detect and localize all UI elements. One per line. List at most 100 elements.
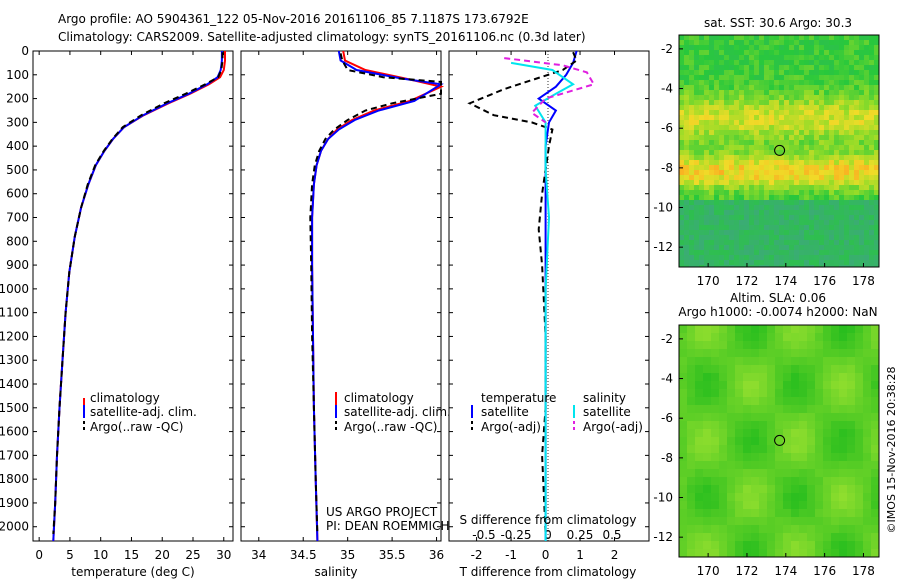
map-cell (714, 75, 719, 80)
map-cell (844, 235, 849, 240)
map-cell (759, 250, 764, 255)
map-cell (814, 170, 819, 175)
map-cell (854, 185, 859, 190)
map-cell (807, 381, 815, 389)
map-cell (754, 245, 759, 250)
map-cell (734, 135, 739, 140)
map-cell (704, 220, 709, 225)
map-cell (709, 250, 714, 255)
map-cell (829, 55, 834, 60)
map-cell (864, 235, 869, 240)
map-cell (783, 413, 791, 421)
map-cell (719, 461, 727, 469)
map-cell (814, 135, 819, 140)
map-cell (869, 175, 874, 180)
map-cell (769, 170, 774, 175)
map-cell (729, 245, 734, 250)
map-cell (679, 130, 684, 135)
map-cell (744, 165, 749, 170)
map-cell (869, 50, 874, 55)
map-cell (751, 549, 759, 557)
map-cell (679, 389, 687, 397)
map-cell (714, 240, 719, 245)
map-cell (774, 75, 779, 80)
map-cell (729, 70, 734, 75)
map-cell (694, 65, 699, 70)
map-cell (743, 533, 751, 541)
map-cell (749, 215, 754, 220)
map-cell (749, 40, 754, 45)
map-cell (734, 175, 739, 180)
lon-tick-label: 178 (852, 564, 875, 578)
map-cell (839, 110, 844, 115)
map-cell (855, 429, 863, 437)
map-cell (679, 541, 687, 549)
map-cell (807, 453, 815, 461)
s-tick-label: 0.5 (602, 528, 621, 542)
map-cell (694, 145, 699, 150)
map-cell (789, 90, 794, 95)
map-cell (679, 100, 684, 105)
map-cell (729, 105, 734, 110)
pi-annotation: PI: DEAN ROEMMICH (326, 519, 449, 533)
map-cell (751, 333, 759, 341)
map-cell (739, 250, 744, 255)
map-cell (727, 373, 735, 381)
map-cell (799, 341, 807, 349)
map-cell (759, 115, 764, 120)
map-cell (714, 80, 719, 85)
map-cell (855, 373, 863, 381)
map-cell (831, 325, 839, 333)
map-cell (759, 265, 764, 267)
map-cell (729, 35, 734, 40)
legend-s-satellite: satellite (583, 405, 631, 419)
map-cell (807, 501, 815, 509)
map-cell (823, 533, 831, 541)
map-cell (727, 453, 735, 461)
map-cell (694, 60, 699, 65)
map-cell (839, 185, 844, 190)
map-cell (809, 135, 814, 140)
map-cell (687, 373, 695, 381)
map-cell (789, 75, 794, 80)
map-cell (779, 145, 784, 150)
map-cell (724, 205, 729, 210)
map-cell (839, 485, 847, 493)
map-cell (724, 65, 729, 70)
map-cell (844, 45, 849, 50)
map-cell (727, 325, 735, 333)
x-tick-label: 25 (185, 548, 200, 562)
map-cell (789, 130, 794, 135)
map-cell (859, 55, 864, 60)
map-cell (739, 155, 744, 160)
map-cell (819, 165, 824, 170)
map-cell (711, 437, 719, 445)
map-cell (679, 373, 687, 381)
map-cell (729, 230, 734, 235)
map-cell (684, 235, 689, 240)
map-cell (711, 469, 719, 477)
map-cell (749, 45, 754, 50)
difference-panel: -2 -1 0 1 2-0.5 -0.25 0 0.25 0.5 S difference fr… (448, 50, 650, 579)
map-cell (807, 341, 815, 349)
map-cell (804, 135, 809, 140)
depth-tick-label: 1600 (0, 425, 29, 439)
map-cell (703, 445, 711, 453)
map-cell (703, 373, 711, 381)
map-cell (815, 429, 823, 437)
map-cell (744, 210, 749, 215)
map-cell (824, 90, 829, 95)
map-cell (839, 145, 844, 150)
map-cell (719, 365, 727, 373)
map-cell (869, 55, 874, 60)
map-cell (719, 45, 724, 50)
depth-tick-label: 1400 (0, 377, 29, 391)
map-cell (689, 50, 694, 55)
map-cell (824, 65, 829, 70)
map-cell (815, 333, 823, 341)
map-cell (847, 365, 855, 373)
map-cell (759, 493, 767, 501)
map-cell (823, 453, 831, 461)
map-cell (774, 210, 779, 215)
map-cell (829, 250, 834, 255)
